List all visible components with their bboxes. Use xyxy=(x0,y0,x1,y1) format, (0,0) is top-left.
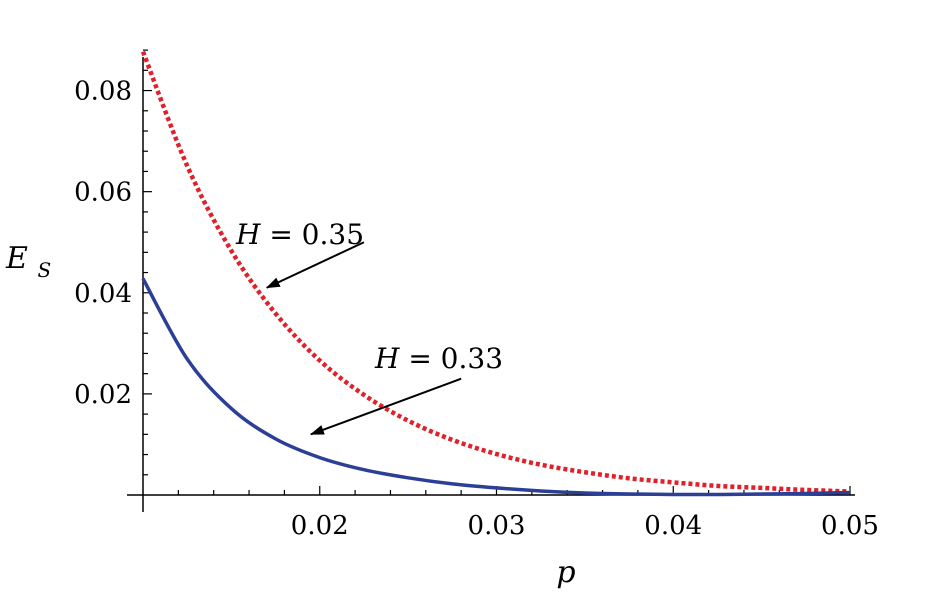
series-line-h033 xyxy=(141,277,851,497)
axes: 0.02 0.03 0.04 0.05 0.02 0.04 0.06 0.08 xyxy=(74,49,879,541)
y-tick-label: 0.06 xyxy=(74,178,132,208)
series-group xyxy=(140,50,851,497)
y-axis-label-main: E xyxy=(5,241,28,276)
annotation-arrow xyxy=(265,241,365,289)
annotation-value: = 0.35 xyxy=(260,218,364,251)
x-tick-label: 0.05 xyxy=(821,511,879,541)
x-tick-label: 0.03 xyxy=(468,511,526,541)
y-axis-label-subscript: S xyxy=(37,258,51,282)
y-tick-label: 0.02 xyxy=(74,380,132,410)
y-tick-label: 0.08 xyxy=(74,77,132,107)
y-axis-label: E S xyxy=(5,241,51,282)
annotation-label: H = 0.33 xyxy=(374,342,503,375)
annotation-variable: H xyxy=(235,218,261,251)
x-axis-label: p xyxy=(556,555,575,590)
annotation-label: H = 0.35 xyxy=(235,218,364,251)
x-tick-label: 0.02 xyxy=(291,511,349,541)
series-line-h035 xyxy=(140,50,851,494)
annotations: H = 0.35H = 0.33 xyxy=(235,218,503,436)
x-tick-label: 0.04 xyxy=(644,511,702,541)
annotation-variable: H xyxy=(374,342,400,375)
annotation-value: = 0.33 xyxy=(399,342,503,375)
y-tick-label: 0.04 xyxy=(74,279,132,309)
annotation-arrow xyxy=(309,377,462,436)
